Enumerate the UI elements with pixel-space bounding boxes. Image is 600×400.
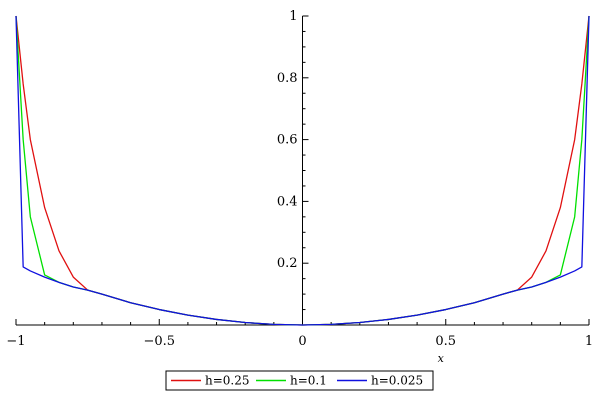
- x-tick-label: −0.5: [143, 334, 175, 349]
- series-line-3: [15, 15, 590, 326]
- y-tick-label: 0.2: [277, 256, 298, 271]
- axes: −1 −0.5 0 0.5 1 0.2 0.4 0.6 0.8 1: [6, 9, 593, 349]
- y-tick-label: 1: [289, 9, 297, 24]
- x-tick-label: −1: [6, 334, 25, 349]
- series-layer: [15, 15, 590, 326]
- legend-box: [165, 370, 434, 391]
- y-tick-label: 0.6: [277, 133, 298, 148]
- x-axis-label: x: [438, 352, 445, 365]
- legend-label-3: h=0.025: [371, 374, 423, 388]
- legend: h=0.25 h=0.1 h=0.025: [165, 370, 434, 391]
- x-tick-label: 0.5: [435, 334, 456, 349]
- x-tick-label: 1: [585, 334, 593, 349]
- y-tick-label: 0.4: [277, 194, 298, 209]
- y-tick-label: 0.8: [277, 71, 298, 86]
- legend-label-1: h=0.25: [205, 374, 250, 388]
- legend-label-2: h=0.1: [290, 374, 327, 388]
- x-tick-label: 0: [298, 334, 306, 349]
